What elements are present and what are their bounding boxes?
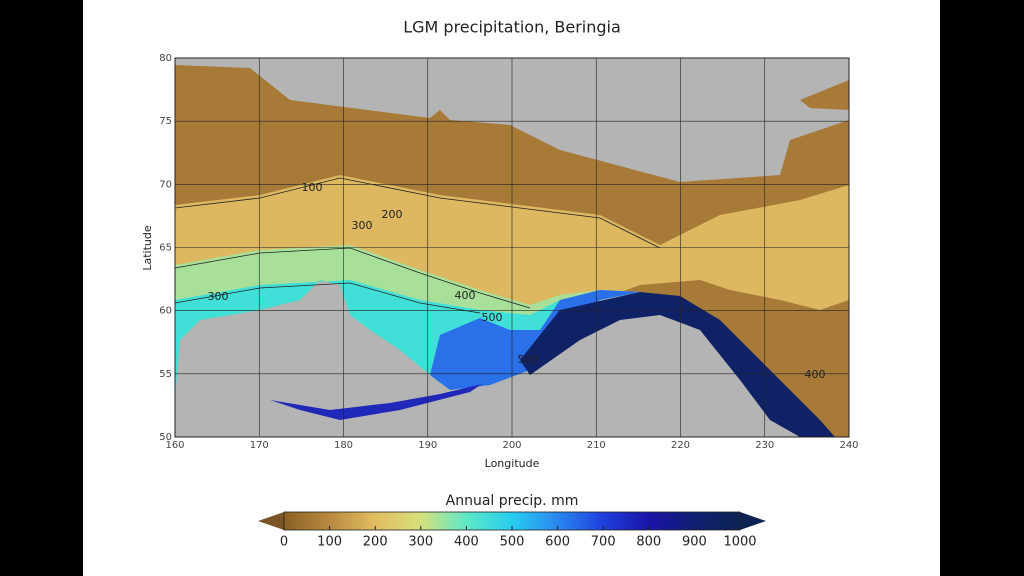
contour-label: 300 bbox=[352, 219, 373, 232]
contour-label: 100 bbox=[302, 181, 323, 194]
y-axis-label: Latitude bbox=[141, 225, 154, 271]
plot-frame bbox=[174, 57, 850, 438]
x-axis-label: Longitude bbox=[485, 457, 540, 470]
y-tick-label: 50 bbox=[159, 432, 172, 443]
y-tick-label: 65 bbox=[159, 243, 172, 254]
title: LGM precipitation, Beringia bbox=[403, 18, 621, 37]
x-tick-label: 220 bbox=[671, 440, 690, 451]
x-tick-label: 160 bbox=[165, 440, 184, 451]
colorbar-tick-label: 100 bbox=[317, 535, 342, 550]
y-tick-label: 80 bbox=[159, 53, 172, 64]
x-tick-label: 190 bbox=[418, 440, 437, 451]
contour bbox=[174, 247, 531, 309]
colorbar-tick-label: 400 bbox=[454, 535, 479, 550]
colorbar-tick-label: 1000 bbox=[723, 535, 756, 550]
contour bbox=[174, 282, 481, 314]
x-tick-label: 180 bbox=[334, 440, 353, 451]
contour-label: 300 bbox=[208, 290, 229, 303]
contour-label: 500 bbox=[482, 311, 503, 324]
x-tick-label: 200 bbox=[502, 440, 521, 451]
x-tick-label: 240 bbox=[839, 440, 858, 451]
colorbar-tick-label: 300 bbox=[408, 535, 433, 550]
colorbar-tick-label: 700 bbox=[591, 535, 616, 550]
aleutians bbox=[270, 384, 482, 420]
coast-max bbox=[520, 292, 835, 437]
contour-label: 400 bbox=[455, 289, 476, 302]
colorbar-tick-label: 500 bbox=[500, 535, 525, 550]
contour-label: 400 bbox=[805, 368, 826, 381]
colorbar-over bbox=[740, 512, 766, 530]
colorbar-tick-label: 600 bbox=[545, 535, 570, 550]
colorbar-tick-label: 800 bbox=[636, 535, 661, 550]
x-tick-label: 230 bbox=[755, 440, 774, 451]
y-tick-label: 75 bbox=[159, 116, 172, 127]
colorbar-tick-label: 200 bbox=[363, 535, 388, 550]
colorbar-under bbox=[258, 512, 284, 530]
contour-label: 200 bbox=[382, 208, 403, 221]
y-tick-label: 60 bbox=[159, 306, 172, 317]
x-tick-label: 170 bbox=[250, 440, 269, 451]
y-tick-label: 55 bbox=[159, 369, 172, 380]
contour-label: 500 bbox=[518, 353, 539, 366]
colorbar-tick-label: 900 bbox=[682, 535, 707, 550]
colorbar-tick-label: 0 bbox=[280, 535, 288, 550]
colorbar-label: Annual precip. mm bbox=[446, 493, 579, 509]
x-tick-label: 210 bbox=[587, 440, 606, 451]
land-very-wet bbox=[430, 290, 640, 390]
contour bbox=[174, 177, 661, 249]
land bbox=[800, 80, 849, 110]
y-tick-label: 70 bbox=[159, 179, 172, 190]
